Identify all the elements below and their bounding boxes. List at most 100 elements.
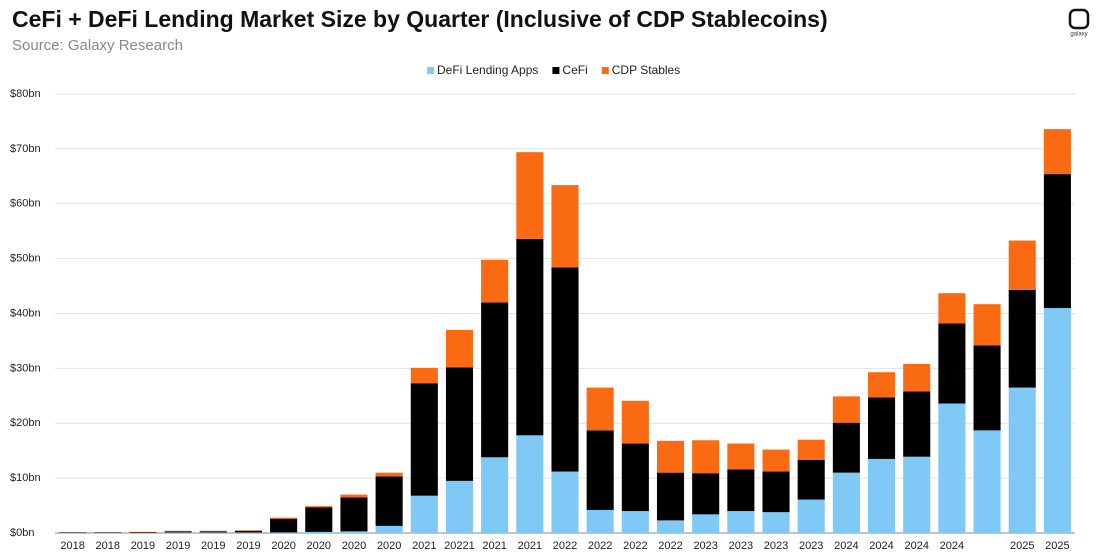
bar-segment (164, 532, 192, 533)
x-tick-label: 2024 (940, 540, 964, 552)
bar-segment (868, 397, 896, 459)
bar-segment (59, 532, 87, 533)
bar-segment (1043, 174, 1071, 309)
bar-segment (375, 472, 403, 477)
bar-segment (551, 267, 579, 472)
bar-segment (94, 532, 122, 533)
x-tick-label: 2023 (764, 540, 788, 552)
bar-segment (340, 494, 368, 498)
bar-segment (762, 471, 790, 513)
bar-segment (445, 329, 474, 368)
x-tick-label: 2018 (60, 540, 84, 552)
bar-segment (973, 304, 1001, 346)
y-tick-label: $20bn (10, 417, 41, 429)
x-tick-label: 2021 (412, 540, 436, 552)
x-tick-label: 2020 (271, 540, 295, 552)
x-tick-label: 2024 (904, 540, 928, 552)
bar-segment (832, 396, 860, 423)
bar-segment (445, 480, 474, 533)
legend-swatch (552, 67, 560, 74)
bar-segment (410, 495, 438, 533)
x-tick-label: 2020 (307, 540, 331, 552)
y-tick-label: $70bn (10, 143, 41, 155)
bar-segment (832, 422, 860, 473)
bar-segment (973, 345, 1001, 431)
bar-segment (656, 520, 685, 533)
bar-segment (903, 363, 931, 392)
bar-segment (586, 430, 614, 510)
bar-segment (656, 440, 685, 473)
bar-segment (1008, 240, 1036, 290)
bar-segment (375, 525, 403, 533)
bar-segment (234, 530, 262, 533)
bar-segment (375, 476, 403, 526)
bar-segment (1008, 289, 1036, 388)
bar-segment (903, 391, 931, 457)
bar-segment (270, 532, 298, 533)
bar-segment (797, 460, 825, 500)
brand-logo (1068, 8, 1090, 30)
y-tick-label: $10bn (10, 472, 41, 484)
legend-swatch (427, 67, 434, 74)
bar-segment (692, 473, 720, 515)
chart-subtitle: Source: Galaxy Research (12, 37, 183, 54)
bar-segment (164, 530, 192, 532)
bar-segment (692, 514, 720, 533)
bar-segment (973, 430, 1001, 533)
legend-label: CeFi (562, 63, 587, 77)
bar-segment (164, 531, 192, 533)
bar-segment (1043, 129, 1071, 175)
y-tick-label: $80bn (10, 88, 41, 100)
x-tick-label: 2024 (834, 540, 858, 552)
bar-segment (586, 387, 614, 431)
bar-segment (727, 443, 755, 470)
x-tick-label: 2023 (693, 540, 717, 552)
y-tick-label: $50bn (10, 253, 41, 265)
bar-segment (868, 372, 896, 398)
bar-segment (551, 471, 579, 533)
bar-segment (445, 367, 474, 481)
bar-segment (340, 497, 368, 532)
x-tick-label: 2022 (588, 540, 612, 552)
bar-segment (832, 472, 860, 533)
bar-segment (481, 457, 509, 533)
bar-segment (762, 512, 790, 533)
x-tick-label: 2025 (1045, 540, 1069, 552)
bar-segment (762, 449, 790, 472)
bar-segment (340, 531, 368, 533)
bar-segment (938, 323, 966, 404)
bar-segment (621, 443, 649, 512)
bar-segment (938, 293, 966, 324)
x-tick-label: 2020 (377, 540, 401, 552)
bar-segment (551, 185, 579, 268)
x-tick-label: 2021 (482, 540, 506, 552)
bar-segment (199, 530, 227, 532)
bar-segment (129, 531, 157, 533)
x-tick-label: 2024 (869, 540, 893, 552)
y-tick-label: $40bn (10, 307, 41, 319)
x-tick-label: 2019 (131, 540, 155, 552)
bar-segment (516, 435, 544, 533)
legend-label: CDP Stables (612, 63, 680, 77)
y-tick-label: $60bn (10, 198, 41, 210)
bar-segment (481, 302, 509, 458)
bar-segment (410, 383, 438, 496)
legend-label: DeFi Lending Apps (437, 63, 538, 77)
bar-segment (1008, 387, 1036, 533)
x-tick-label: 2022 (623, 540, 647, 552)
bar-segment (516, 152, 544, 239)
bar-segment (621, 511, 649, 533)
bar-segment (903, 456, 931, 533)
bar-segment (516, 238, 544, 436)
bar-segment (305, 506, 333, 508)
bar-segment (199, 531, 227, 533)
x-tick-label: 2019 (166, 540, 190, 552)
bar-segment (868, 458, 896, 533)
x-tick-label: 2019 (236, 540, 260, 552)
bar-segment (270, 517, 298, 519)
bar-segment (410, 367, 438, 384)
x-tick-label: 2022 (553, 540, 577, 552)
x-tick-label: 2023 (799, 540, 823, 552)
bar-segment (938, 403, 966, 533)
